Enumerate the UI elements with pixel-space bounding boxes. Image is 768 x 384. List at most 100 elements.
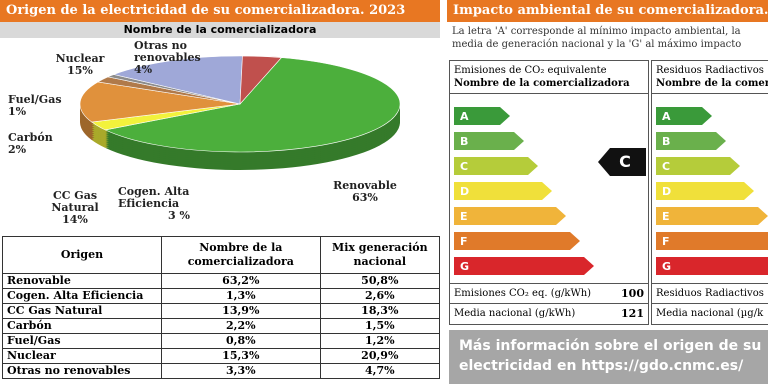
pie-label: Otras no renovables 4% [134, 40, 214, 76]
letter-bar [656, 157, 740, 175]
letter-bar [656, 107, 712, 125]
mix-table: Origen Nombre de la comercializadora Mix g… [2, 236, 441, 379]
table-cell: Otras no renovables [2, 363, 162, 379]
row-value: 121 [621, 307, 644, 320]
rating-letter: C [619, 152, 631, 171]
table-cell: 20,9% [319, 348, 441, 364]
note-line: La letra 'A' corresponde al mínimo impac… [452, 26, 741, 37]
radio-row: Residuos Radiactivos [652, 283, 768, 304]
table-row: Cogen. Alta Eficiencia 1,3% 2,6% [2, 288, 441, 304]
pie-value: 4% [134, 63, 153, 76]
table-row: Fuel/Gas 0,8% 1,2% [2, 333, 441, 349]
table-cell: Fuel/Gas [2, 333, 162, 349]
table-cell: 3,3% [161, 363, 321, 379]
rating-arrow: C [598, 148, 646, 176]
footer: Más información sobre el origen de su el… [449, 330, 768, 384]
letter-bar [454, 107, 510, 125]
letter-bar [454, 157, 538, 175]
pie-slice [79, 81, 241, 123]
row-label: Emisiones CO₂ eq. (g/kWh) [454, 288, 592, 299]
letter: B [460, 135, 468, 148]
left-subtitle: Nombre de la comercializadora [0, 22, 440, 38]
pie-value: 63% [352, 191, 378, 204]
pie-label: Fuel/Gas 1% [8, 94, 68, 118]
letter-bar [454, 232, 580, 250]
letter: G [460, 260, 469, 273]
letter-bar [454, 182, 552, 200]
co2-subtitle: Nombre de la comercializadora [450, 76, 648, 94]
radio-subtitle: Nombre de la comercializado [652, 76, 768, 94]
note-line: media de generación nacional y la 'G' al… [452, 39, 742, 50]
letter: D [460, 185, 469, 198]
pie-slice [104, 57, 401, 153]
radio-row: Media nacional (µg/k [652, 303, 768, 324]
table-row: Renovable 63,2% 50,8% [2, 273, 441, 289]
pie-label: Cogen. Alta Eficiencia 3 % [118, 186, 218, 222]
right-title: Impacto ambiental de su comercializadora… [447, 0, 768, 22]
letter-bar [454, 257, 594, 275]
header-cell: Nombre de la comercializadora [161, 236, 321, 274]
pie-label: CC Gas Natural 14% [40, 190, 110, 226]
pie-label: Carbón 2% [8, 132, 68, 156]
letter: E [662, 210, 670, 223]
co2-row: Emisiones CO₂ eq. (g/kWh) 100 [450, 283, 648, 304]
row-value: 100 [621, 287, 644, 300]
pie-label: Nuclear 15% [50, 53, 110, 77]
table-cell: 2,2% [161, 318, 321, 334]
pie-slice [112, 55, 243, 105]
pie-category: Cogen. Alta Eficiencia [118, 185, 190, 210]
letter-bar [454, 132, 524, 150]
letter: A [662, 110, 671, 123]
letter: B [662, 135, 670, 148]
note: La letra 'A' corresponde al mínimo impac… [452, 25, 741, 51]
table-cell: CC Gas Natural [2, 303, 162, 319]
table-cell: 2,6% [319, 288, 441, 304]
table-cell: 13,9% [161, 303, 321, 319]
pie-category: Otras no renovables [134, 39, 201, 64]
letter: C [460, 160, 468, 173]
table-row: Nuclear 15,3% 20,9% [2, 348, 441, 364]
pie-category: Renovable [333, 179, 397, 192]
table-row: Carbón 2,2% 1,5% [2, 318, 441, 334]
table-cell: 4,7% [319, 363, 441, 379]
table-cell: 1,3% [161, 288, 321, 304]
rating-shape [598, 148, 646, 176]
table-cell: 63,2% [161, 273, 321, 289]
table-cell: 50,8% [319, 273, 441, 289]
pie-slice [239, 55, 283, 105]
letter-bar [454, 207, 566, 225]
table-cell: Carbón [2, 318, 162, 334]
row-label: Media nacional (g/kWh) [454, 308, 576, 319]
pie-chart [79, 55, 401, 170]
pie-value: 1% [8, 105, 27, 118]
table-cell: 18,3% [319, 303, 441, 319]
pie-value: 3 % [168, 209, 190, 222]
letter-bar [656, 257, 768, 275]
table-cell: 0,8% [161, 333, 321, 349]
co2-box: Emisiones de CO₂ equivalente Nombre de l… [449, 60, 649, 325]
table-header: Origen Nombre de la comercializadora Mix g… [2, 236, 441, 274]
letter-bar [656, 207, 768, 225]
footer-line: Más información sobre el origen de su [459, 338, 762, 354]
table-row: CC Gas Natural 13,9% 18,3% [2, 303, 441, 319]
radio-box: Residuos Radiactivos Nombre de la comerc… [651, 60, 768, 325]
table-row: Otras no renovables 3,3% 4,7% [2, 363, 441, 379]
pie-label: Renovable 63% [330, 180, 400, 204]
letter: E [460, 210, 468, 223]
pie-category: CC Gas Natural [51, 189, 99, 214]
header-cell: Origen [2, 236, 162, 274]
row-label: Residuos Radiactivos [656, 288, 764, 299]
table-cell: Cogen. Alta Eficiencia [2, 288, 162, 304]
radio-title: Residuos Radiactivos [656, 65, 764, 76]
pie-value: 14% [62, 213, 88, 226]
letter-bar [656, 132, 726, 150]
row-label: Media nacional (µg/k [656, 308, 764, 319]
letter: D [662, 185, 671, 198]
footer-line: electricidad en https://gdo.cnmc.es/ [459, 358, 744, 374]
pie-value: 15% [67, 64, 93, 77]
co2-row: Media nacional (g/kWh) 121 [450, 303, 648, 324]
pie-value: 2% [8, 143, 27, 156]
letter-bar [656, 182, 754, 200]
